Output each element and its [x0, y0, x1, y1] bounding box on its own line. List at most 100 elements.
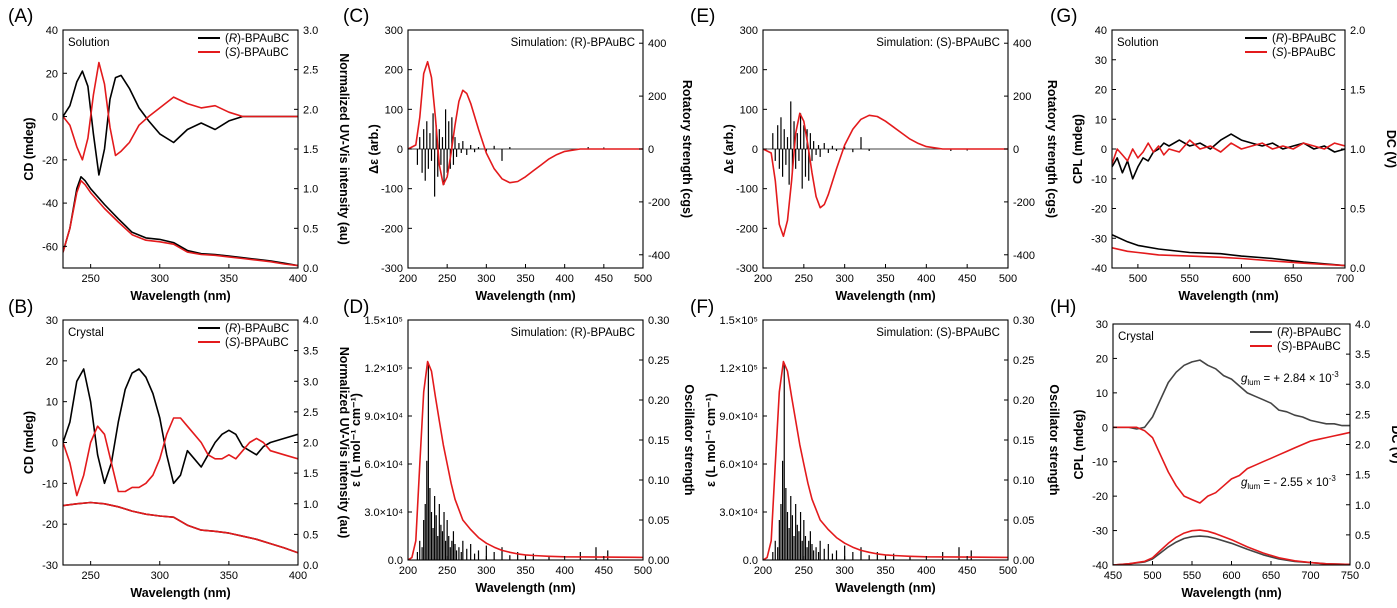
x-tick-label: 400	[555, 273, 573, 285]
y-right-tick-label: 2.5	[303, 65, 318, 77]
x-tick-label: 250	[81, 570, 99, 582]
y-right-tick-label: -400	[648, 250, 670, 262]
x-tick-label: 500	[999, 565, 1017, 577]
y-left-tick-label: 30	[1095, 55, 1107, 67]
series-line-4	[63, 501, 298, 554]
y-left-tick-label: 0.0	[743, 555, 758, 567]
plot-area	[408, 360, 643, 560]
y-left-tick-label: -20	[42, 519, 58, 531]
series-line-3	[63, 176, 298, 267]
series-line-3	[63, 501, 298, 554]
y-right-axis-label: Oscillator strength	[1047, 384, 1061, 495]
y-left-tick-label: 1.2×10⁵	[364, 363, 403, 375]
y-left-axis-label: CPL (mdeg)	[1072, 410, 1086, 480]
y-left-tick-label: -40	[1092, 560, 1108, 572]
panel-label: (C)	[343, 6, 369, 27]
y-left-tick-label: -20	[1091, 204, 1107, 216]
y-left-tick-label: 20	[46, 68, 58, 80]
y-left-tick-label: 0	[1102, 422, 1108, 434]
y-left-axis-label: ε (L mol⁻¹ cm⁻¹)	[349, 393, 363, 487]
y-right-tick-label: 1.5	[1355, 470, 1370, 482]
y-right-tick-label: 0.5	[303, 223, 318, 235]
x-axis-label: Wavelength (nm)	[475, 289, 575, 303]
glum-annotation: glum = + 2.84 × 10-3	[1241, 370, 1339, 387]
y-right-tick-label: 1.0	[303, 499, 318, 511]
x-tick-label: 300	[477, 565, 495, 577]
legend-entry: (R)-BPAuBC	[225, 323, 289, 335]
y-left-tick-label: 0	[752, 144, 758, 156]
x-tick-label: 550	[1180, 273, 1198, 285]
plot-frame	[1112, 323, 1351, 566]
y-left-tick-label: 9.0×10⁴	[364, 411, 403, 423]
x-tick-label: 300	[151, 273, 169, 285]
y-left-tick-label: 100	[385, 104, 403, 116]
x-tick-label: 500	[1129, 273, 1147, 285]
y-right-tick-label: 200	[1013, 91, 1031, 103]
y-right-tick-label: 2.0	[1350, 25, 1365, 37]
panel-annotation: Simulation: (R)-BPAuBC	[511, 327, 635, 339]
plot-area	[763, 360, 1008, 560]
y-left-axis-label: Δε (arb.)	[367, 124, 381, 174]
y-right-tick-label: 200	[648, 91, 666, 103]
x-tick-label: 450	[595, 565, 613, 577]
y-right-tick-label: 0.0	[1350, 263, 1365, 275]
y-right-tick-label: -200	[1013, 197, 1035, 209]
y-left-tick-label: -20	[42, 155, 58, 167]
x-tick-label: 600	[1222, 570, 1240, 582]
y-right-tick-label: 0.10	[1013, 475, 1034, 487]
y-right-tick-label: 2.0	[1355, 440, 1370, 452]
series-line-1	[408, 360, 643, 560]
y-right-tick-label: 400	[1013, 38, 1031, 50]
series-line-1	[763, 360, 1008, 560]
panel-g: (G) 500 550 600 650 700 Wavelength (nm) -40 -30 -…	[1050, 6, 1397, 303]
y-right-tick-label: 0.20	[648, 395, 669, 407]
x-tick-label: 300	[835, 565, 853, 577]
y-right-tick-label: 0.5	[1350, 204, 1365, 216]
series-line-4	[1113, 529, 1350, 565]
x-tick-label: 200	[754, 273, 772, 285]
y-left-tick-label: 300	[740, 25, 758, 37]
panel-e: (E) 200 250 300 350 400 450 500 Wavelength (nm) -…	[690, 6, 1059, 303]
y-right-tick-label: 0.05	[648, 515, 669, 527]
y-right-tick-label: 1.0	[303, 184, 318, 196]
x-tick-label: 750	[1341, 570, 1359, 582]
y-left-tick-label: 20	[1096, 353, 1108, 365]
x-tick-label: 600	[1232, 273, 1250, 285]
plot-area	[408, 60, 643, 197]
y-right-tick-label: 3.0	[303, 376, 318, 388]
y-right-tick-label: 4.0	[303, 315, 318, 327]
y-right-tick-label: 4.0	[1355, 319, 1370, 331]
y-left-tick-label: 9.0×10⁴	[719, 411, 758, 423]
legend-entry: (S)-BPAuBC	[225, 47, 289, 59]
plot-area	[63, 368, 298, 554]
y-left-tick-label: 10	[1095, 114, 1107, 126]
y-left-axis-label: CPL (mdeg)	[1071, 114, 1085, 184]
x-tick-label: 200	[399, 273, 417, 285]
legend-entry: (S)-BPAuBC	[1272, 47, 1336, 59]
x-tick-label: 250	[438, 273, 456, 285]
y-left-tick-label: 3.0×10⁴	[719, 507, 758, 519]
y-right-axis-label: DC (V)	[1389, 425, 1397, 463]
y-right-tick-label: 0.15	[648, 435, 669, 447]
plot-area	[763, 101, 1008, 238]
legend-entry: (R)-BPAuBC	[1272, 33, 1336, 45]
series-line-1	[408, 60, 643, 186]
y-left-axis-label: CD (mdeg)	[22, 117, 36, 180]
x-tick-label: 550	[1183, 570, 1201, 582]
panel-label: (H)	[1050, 297, 1076, 318]
y-left-tick-label: 0	[1101, 144, 1107, 156]
y-left-tick-label: -300	[736, 263, 758, 275]
panel-annotation: Solution	[1117, 37, 1159, 49]
x-axis-label: Wavelength (nm)	[1181, 586, 1281, 600]
y-right-tick-label: 0.0	[1355, 560, 1370, 572]
x-tick-label: 500	[634, 565, 652, 577]
x-tick-label: 250	[795, 565, 813, 577]
panel-c: (C) 200 250 300 350 400 450 500 Wavelength (nm) -…	[343, 6, 694, 303]
x-axis-label: Wavelength (nm)	[1178, 289, 1278, 303]
y-left-tick-label: 30	[1096, 319, 1108, 331]
x-tick-label: 400	[917, 273, 935, 285]
x-tick-label: 450	[595, 273, 613, 285]
series-line-1	[63, 70, 298, 176]
